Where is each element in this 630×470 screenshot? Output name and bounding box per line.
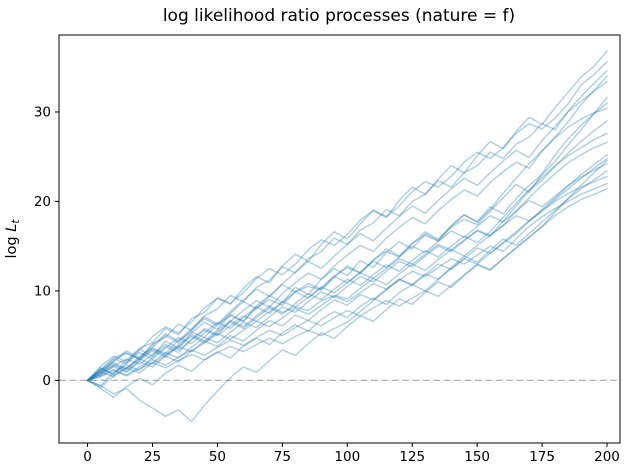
y-tick-label: 0 xyxy=(42,373,51,389)
series-path-5 xyxy=(86,80,608,382)
series-path-7 xyxy=(86,102,608,382)
series-path-10 xyxy=(86,132,608,382)
series-path-12 xyxy=(86,154,608,382)
series-path-18 xyxy=(86,188,608,382)
plot-area: 0 25 50 75 100 125 150 175 200 0 10 20 30 xyxy=(34,34,621,465)
x-tick-label: 175 xyxy=(529,449,555,465)
axes-spines xyxy=(58,34,621,444)
x-tick-label: 200 xyxy=(594,449,620,465)
x-tick-label: 0 xyxy=(83,449,92,465)
series-path-11 xyxy=(86,141,608,382)
x-tick-label: 150 xyxy=(464,449,490,465)
series-path-16 xyxy=(86,175,608,382)
y-axis-label-subscript: t xyxy=(10,219,22,224)
x-tick-label: 125 xyxy=(399,449,425,465)
x-tick-label: 25 xyxy=(144,449,161,465)
series-path-1 xyxy=(86,50,608,382)
series-path-13 xyxy=(86,157,608,382)
y-axis-label: log Lt xyxy=(4,219,22,259)
series-path-4 xyxy=(86,75,608,387)
x-tick-label: 75 xyxy=(274,449,291,465)
series-path-17 xyxy=(86,182,608,382)
series-path-3 xyxy=(86,70,608,382)
y-tick-label: 20 xyxy=(34,194,51,210)
series-path-6 xyxy=(86,96,608,382)
series-path-9 xyxy=(86,120,608,389)
y-tick-label: 10 xyxy=(34,283,51,299)
y-axis-label-variable: L xyxy=(4,224,20,232)
series-path-14 xyxy=(86,163,608,382)
series-path-19 xyxy=(86,159,608,423)
x-tick-label: 50 xyxy=(209,449,226,465)
series-path-2 xyxy=(86,61,608,382)
x-tick-label: 100 xyxy=(334,449,360,465)
y-tick-label: 30 xyxy=(34,104,51,120)
series-path-15 xyxy=(86,170,608,399)
chart-title: log likelihood ratio processes (nature =… xyxy=(163,6,515,26)
y-axis-label-prefix: log xyxy=(4,236,20,258)
series-path-8 xyxy=(86,107,608,382)
